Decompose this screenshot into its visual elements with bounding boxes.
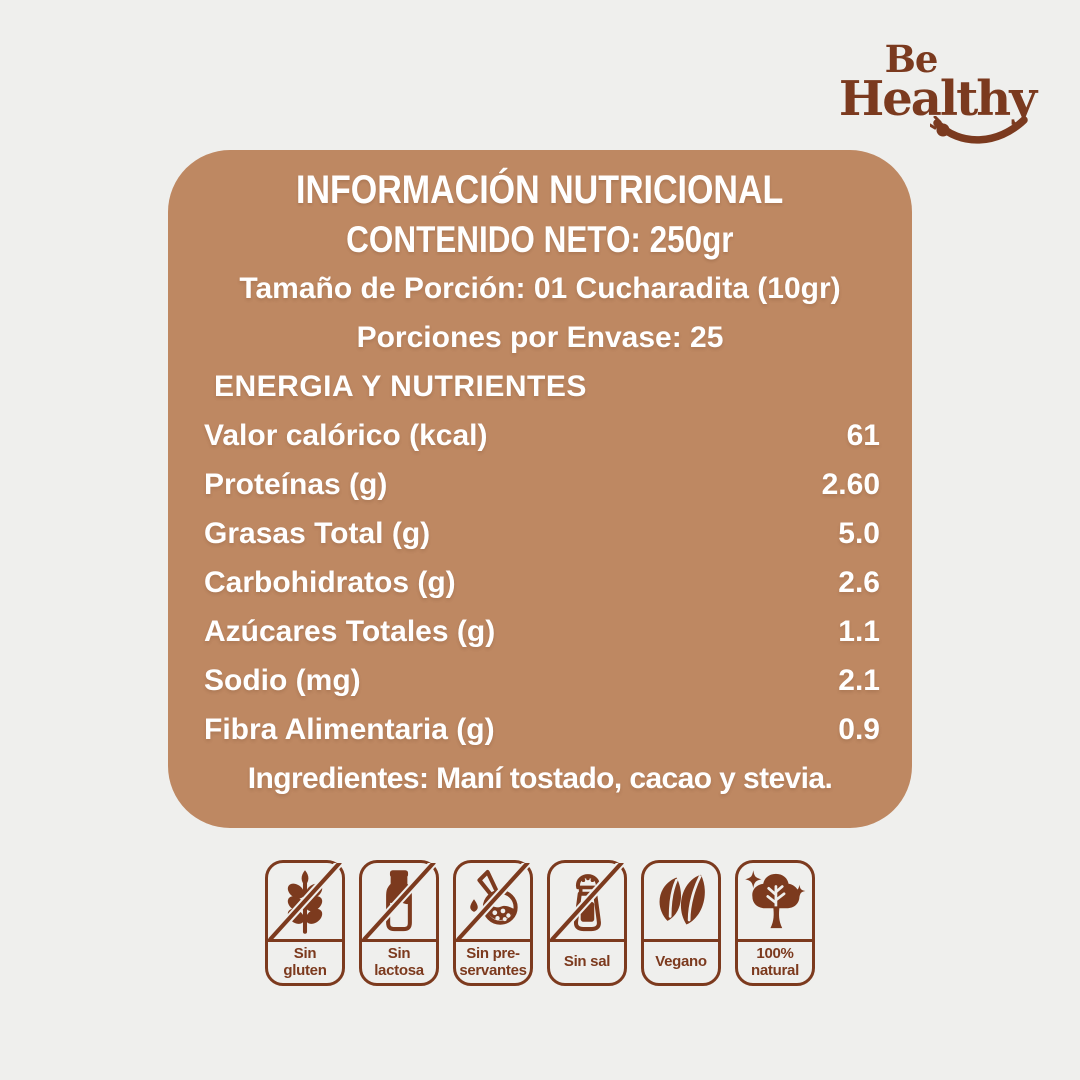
nutrient-row: Carbohidratos (g) 2.6: [168, 558, 912, 607]
badge-vegano: Vegano: [641, 860, 721, 986]
nutrient-value: 2.6: [838, 566, 880, 599]
net-content-line: CONTENIDO NETO: 250gr: [168, 215, 912, 264]
badge-sin-sal: Sin sal: [547, 860, 627, 986]
nutrient-label: Valor calórico (kcal): [204, 419, 488, 452]
nutrient-row: Proteínas (g) 2.60: [168, 460, 912, 509]
nutrient-label: Sodio (mg): [204, 664, 361, 697]
leaves-icon: [644, 863, 718, 939]
badge-label: Sin pre- servantes: [456, 939, 530, 983]
nutrient-label: Carbohidratos (g): [204, 566, 456, 599]
nutrient-label: Proteínas (g): [204, 468, 388, 501]
nutrient-value: 5.0: [838, 517, 880, 550]
nutrient-value: 1.1: [838, 615, 880, 648]
nutrient-row: Sodio (mg) 2.1: [168, 656, 912, 705]
no-slash-line: [268, 863, 342, 939]
no-slash-line: [550, 863, 624, 939]
ingredients: Ingredientes: Maní tostado, cacao y stev…: [247, 762, 833, 795]
nutrient-row: Fibra Alimentaria (g) 0.9: [168, 705, 912, 754]
brand-logo: Be Healthy: [832, 41, 1042, 150]
nutrient-value: 2.1: [838, 664, 880, 697]
nutrient-value: 2.60: [821, 468, 880, 501]
wheat-icon: [268, 863, 342, 939]
badge-label: Sin sal: [550, 939, 624, 983]
badge-label: 100% natural: [738, 939, 812, 983]
nutrient-label: Grasas Total (g): [204, 517, 431, 550]
no-slash-line: [456, 863, 530, 939]
nutrition-card: INFORMACIÓN NUTRICIONAL CONTENIDO NETO: …: [168, 150, 912, 828]
card-title-line: INFORMACIÓN NUTRICIONAL: [168, 166, 912, 215]
milk-bottle-icon: [362, 863, 436, 939]
nutrient-value: 0.9: [838, 713, 880, 746]
nutrient-label: Fibra Alimentaria (g): [204, 713, 495, 746]
badge-sin-preservantes: Sin pre- servantes: [453, 860, 533, 986]
nutrient-value: 61: [846, 419, 880, 452]
smile-swoosh-icon: [930, 116, 1028, 144]
serving-size: Tamaño de Porción: 01 Cucharadita (10gr): [239, 272, 841, 305]
badge-sin-gluten: Sin gluten: [265, 860, 345, 986]
brand-logo-be: Be: [884, 37, 939, 81]
card-title: INFORMACIÓN NUTRICIONAL: [296, 168, 784, 212]
badge-label: Sin gluten: [268, 939, 342, 983]
no-slash-line: [362, 863, 436, 939]
section-heading: ENERGIA Y NUTRIENTES: [214, 370, 587, 403]
badge-label: Vegano: [644, 939, 718, 983]
badge-100-natural: 100% natural: [735, 860, 815, 986]
nutrient-label: Azúcares Totales (g): [204, 615, 496, 648]
feature-badges: Sin gluten Sin lactosa: [0, 860, 1080, 986]
badge-sin-lactosa: Sin lactosa: [359, 860, 439, 986]
tree-icon: [738, 863, 812, 939]
servings-per-container: Porciones por Envase: 25: [356, 321, 724, 354]
net-content: CONTENIDO NETO: 250gr: [346, 219, 734, 260]
nutrient-row: Azúcares Totales (g) 1.1: [168, 607, 912, 656]
flask-icon: [456, 863, 530, 939]
badge-label: Sin lactosa: [362, 939, 436, 983]
salt-shaker-icon: [550, 863, 624, 939]
nutrient-row: Valor calórico (kcal) 61: [168, 411, 912, 460]
nutrient-row: Grasas Total (g) 5.0: [168, 509, 912, 558]
brand-logo-healthy: Healthy: [838, 71, 1037, 127]
